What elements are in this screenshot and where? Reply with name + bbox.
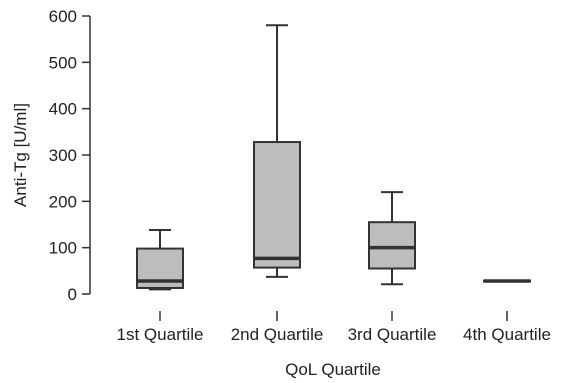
y-tick-label: 200 <box>49 192 77 211</box>
boxes <box>136 24 531 291</box>
x-tick-label: 3rd Quartile <box>348 325 437 344</box>
x-tick-label: 2nd Quartile <box>231 325 324 344</box>
y-axis: 0 100 200 300 400 500 600 <box>49 7 91 304</box>
y-tick-label: 100 <box>49 239 77 258</box>
y-tick-label: 400 <box>49 100 77 119</box>
x-tick-label: 4th Quartile <box>463 325 551 344</box>
box-3 <box>368 191 416 286</box>
x-axis-title: QoL Quartile <box>285 360 381 379</box>
y-tick-label: 300 <box>49 146 77 165</box>
x-tick-label: 1st Quartile <box>117 325 204 344</box>
x-axis: 1st Quartile 2nd Quartile 3rd Quartile 4th … <box>117 311 551 344</box>
y-tick-label: 500 <box>49 53 77 72</box>
box-4 <box>483 279 531 283</box>
y-tick-label: 0 <box>68 285 77 304</box>
box-2 <box>253 24 301 278</box>
iqr-box <box>253 141 301 269</box>
y-tick-label: 600 <box>49 7 77 26</box>
iqr-box <box>368 221 416 270</box>
box-1 <box>136 229 184 291</box>
y-axis-title: Anti-Tg [U/ml] <box>11 103 30 207</box>
